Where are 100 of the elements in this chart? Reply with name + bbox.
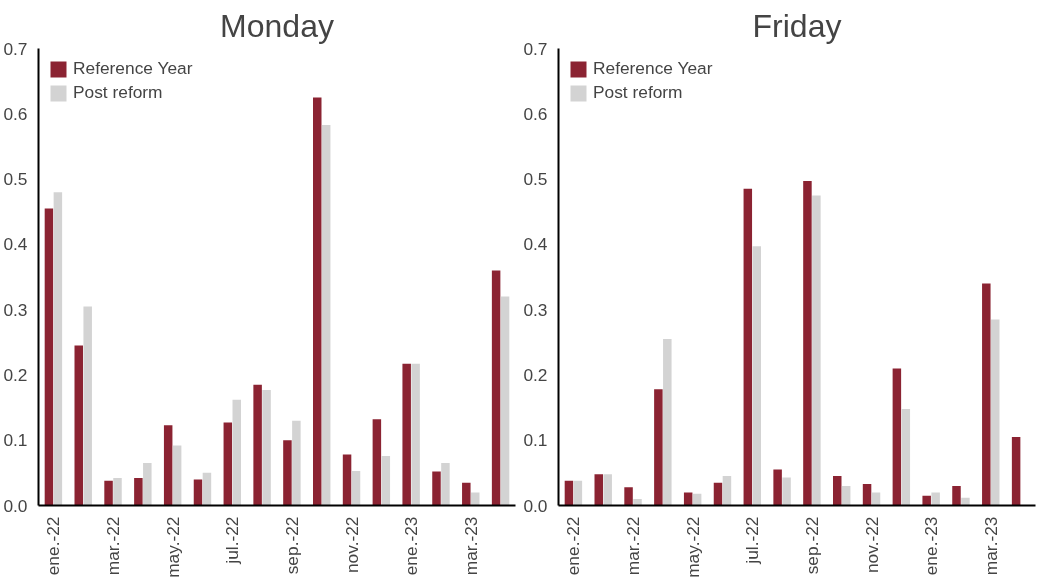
x-tick-label: may.-22 bbox=[682, 516, 703, 578]
bar bbox=[841, 485, 851, 506]
bar bbox=[812, 195, 821, 506]
x-tick-label: nov.-22 bbox=[341, 516, 362, 574]
bar bbox=[53, 192, 63, 506]
bar bbox=[441, 463, 450, 506]
bar bbox=[803, 181, 812, 506]
chart-title: Friday bbox=[752, 7, 842, 44]
y-tick-label: 0.6 bbox=[523, 103, 548, 124]
bar bbox=[871, 492, 881, 506]
x-tick-label: ene.-23 bbox=[921, 516, 942, 576]
bar bbox=[223, 422, 233, 506]
bar bbox=[594, 474, 603, 506]
bar bbox=[202, 472, 212, 506]
legend-label: Reference Year bbox=[73, 58, 193, 79]
bar bbox=[44, 208, 54, 506]
bar bbox=[654, 389, 663, 506]
bar bbox=[952, 485, 961, 506]
y-tick-label: 0.6 bbox=[3, 103, 28, 124]
x-tick-label: jul.-22 bbox=[222, 516, 243, 565]
bar bbox=[143, 463, 152, 506]
y-tick-label: 0.0 bbox=[3, 495, 28, 516]
bar bbox=[961, 497, 970, 506]
y-tick-label: 0.0 bbox=[523, 495, 548, 516]
bar bbox=[262, 389, 271, 506]
x-tick-label: mar.-23 bbox=[980, 516, 1001, 576]
bar bbox=[283, 440, 292, 506]
bar bbox=[713, 482, 723, 506]
bar bbox=[471, 492, 480, 506]
bar bbox=[253, 384, 262, 506]
bar bbox=[402, 363, 411, 506]
bar bbox=[500, 296, 510, 506]
bar bbox=[1011, 436, 1021, 506]
x-tick-label: mar.-23 bbox=[460, 516, 481, 576]
bar bbox=[411, 363, 420, 506]
y-tick-label: 0.2 bbox=[523, 364, 548, 385]
bar bbox=[381, 455, 391, 506]
bar bbox=[74, 345, 83, 506]
bar bbox=[922, 495, 931, 506]
chart-title: Monday bbox=[220, 7, 334, 44]
y-tick-label: 0.1 bbox=[523, 430, 548, 451]
bar bbox=[892, 368, 902, 506]
y-tick-label: 0.5 bbox=[523, 169, 548, 190]
bar bbox=[193, 479, 203, 506]
bar bbox=[351, 470, 361, 506]
bar bbox=[773, 469, 782, 506]
y-tick-label: 0.7 bbox=[3, 38, 28, 59]
bar bbox=[462, 482, 471, 506]
bar bbox=[172, 445, 182, 506]
bar bbox=[491, 270, 501, 506]
y-tick-label: 0.4 bbox=[3, 234, 28, 255]
bar bbox=[163, 425, 173, 506]
bar bbox=[292, 420, 301, 506]
bar bbox=[104, 480, 113, 506]
x-tick-label: ene.-22 bbox=[43, 516, 64, 576]
bar bbox=[573, 480, 583, 506]
bar bbox=[83, 306, 92, 506]
bar bbox=[232, 399, 241, 506]
bar bbox=[603, 474, 612, 506]
x-tick-label: nov.-22 bbox=[861, 516, 882, 574]
bar bbox=[633, 498, 642, 506]
bar bbox=[862, 483, 872, 506]
bar bbox=[991, 319, 1000, 506]
bar bbox=[432, 471, 441, 506]
y-tick-label: 0.3 bbox=[3, 299, 28, 320]
x-tick-label: sep.-22 bbox=[281, 516, 302, 575]
y-tick-label: 0.1 bbox=[3, 430, 28, 451]
y-tick-label: 0.7 bbox=[523, 38, 548, 59]
y-tick-label: 0.2 bbox=[3, 364, 28, 385]
bar bbox=[901, 408, 911, 506]
y-tick-label: 0.5 bbox=[3, 169, 28, 190]
x-tick-label: mar.-22 bbox=[623, 516, 644, 576]
bar bbox=[342, 454, 352, 506]
x-tick-label: ene.-23 bbox=[401, 516, 422, 576]
bar bbox=[321, 124, 331, 506]
bar bbox=[782, 477, 791, 506]
bar bbox=[931, 492, 940, 506]
legend-label: Post reform bbox=[73, 82, 163, 103]
legend-label: Reference Year bbox=[593, 58, 713, 79]
bar bbox=[683, 492, 693, 506]
x-tick-label: jul.-22 bbox=[742, 516, 763, 565]
x-tick-label: may.-22 bbox=[162, 516, 183, 578]
y-tick-label: 0.4 bbox=[523, 234, 548, 255]
bar bbox=[752, 246, 761, 506]
bar bbox=[564, 480, 574, 506]
x-tick-label: mar.-22 bbox=[103, 516, 124, 576]
x-tick-label: sep.-22 bbox=[801, 516, 822, 575]
y-tick-label: 0.3 bbox=[523, 299, 548, 320]
bar bbox=[372, 419, 382, 506]
x-tick-label: ene.-22 bbox=[563, 516, 584, 576]
bar bbox=[134, 478, 143, 506]
bar bbox=[833, 476, 842, 506]
bar bbox=[624, 487, 633, 506]
legend-label: Post reform bbox=[593, 82, 683, 103]
bar bbox=[113, 478, 122, 506]
bar bbox=[663, 339, 672, 506]
bar bbox=[982, 283, 991, 506]
bar bbox=[313, 97, 322, 506]
bar bbox=[743, 188, 753, 506]
bar bbox=[722, 476, 732, 506]
